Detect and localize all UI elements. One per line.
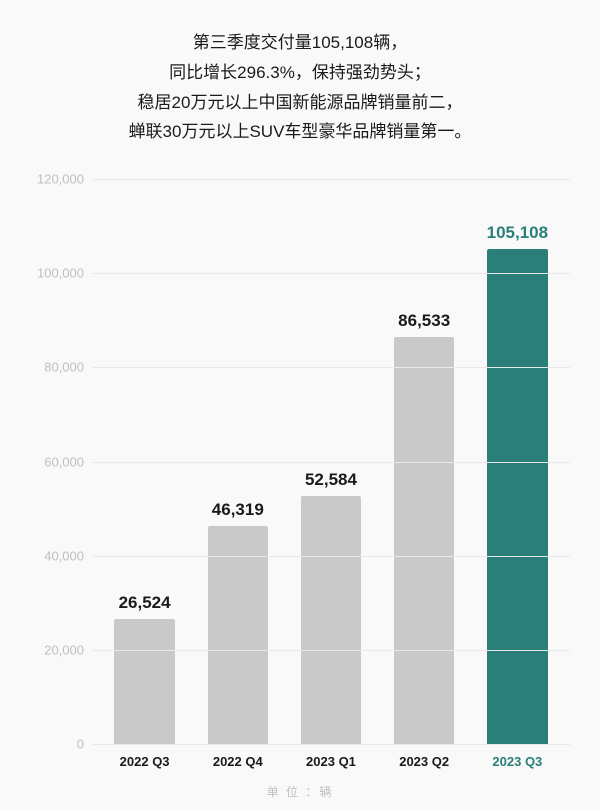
x-axis-label: 2023 Q3 (475, 754, 559, 769)
y-tick-label: 80,000 (44, 360, 84, 375)
grid-line (92, 179, 570, 180)
x-axis-label: 2023 Q1 (289, 754, 373, 769)
bar-value-label: 46,319 (212, 500, 264, 520)
grid-line (92, 650, 570, 651)
unit-label: 单 位 ：辆 (30, 769, 570, 810)
y-tick-label: 60,000 (44, 454, 84, 469)
headline-line: 稳居20万元以上中国新能源品牌销量前二， (30, 88, 570, 118)
bar-rect (208, 526, 268, 744)
y-tick-label: 120,000 (37, 172, 84, 187)
headline-line: 蝉联30万元以上SUV车型豪华品牌销量第一。 (30, 117, 570, 147)
x-axis-label: 2022 Q3 (103, 754, 187, 769)
x-axis: 2022 Q3 2022 Q4 2023 Q1 2023 Q2 2023 Q3 (92, 744, 570, 769)
bar-rect (487, 249, 547, 744)
bar-rect (301, 496, 361, 744)
y-tick-label: 40,000 (44, 548, 84, 563)
headline-line: 同比增长296.3%，保持强劲势头； (30, 58, 570, 88)
bar-value-label: 26,524 (119, 593, 171, 613)
x-axis-label: 2022 Q4 (196, 754, 280, 769)
grid-line (92, 367, 570, 368)
grid-line (92, 273, 570, 274)
y-tick-label: 20,000 (44, 642, 84, 657)
y-tick-label: 100,000 (37, 266, 84, 281)
bar-rect (394, 337, 454, 744)
grid-line (92, 556, 570, 557)
grid-line (92, 462, 570, 463)
x-axis-label: 2023 Q2 (382, 754, 466, 769)
bar-rect (114, 619, 174, 744)
bar-value-label: 86,533 (398, 311, 450, 331)
page: 第三季度交付量105,108辆， 同比增长296.3%，保持强劲势头； 稳居20… (0, 0, 600, 810)
grid-line (92, 744, 570, 745)
bar-value-label: 52,584 (305, 470, 357, 490)
plot-area: 26,524 46,319 52,584 86,533 105,108 (92, 179, 570, 744)
headline-block: 第三季度交付量105,108辆， 同比增长296.3%，保持强劲势头； 稳居20… (30, 28, 570, 147)
y-axis: 020,00040,00060,00080,000100,000120,000 (30, 179, 92, 744)
y-tick-label: 0 (77, 737, 84, 752)
headline-line: 第三季度交付量105,108辆， (30, 28, 570, 58)
bar-chart: 020,00040,00060,00080,000100,000120,000 … (30, 179, 570, 744)
bar-value-label: 105,108 (487, 223, 548, 243)
